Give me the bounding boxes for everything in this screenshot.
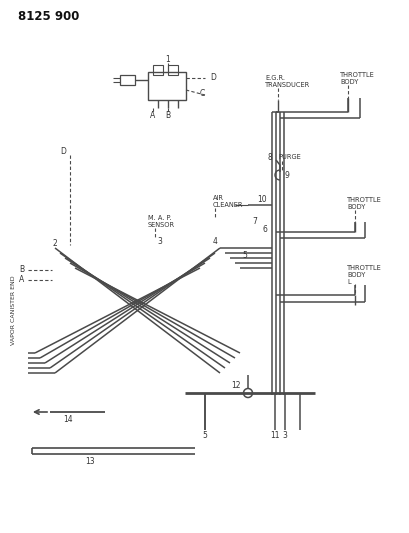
Text: D: D	[60, 148, 66, 157]
Text: 5: 5	[202, 432, 207, 440]
Text: 5: 5	[242, 251, 247, 260]
Text: 2: 2	[52, 238, 57, 247]
Text: AIR: AIR	[213, 195, 223, 201]
Text: L: L	[346, 279, 350, 285]
Text: THROTTLE: THROTTLE	[346, 265, 381, 271]
Text: 1: 1	[165, 55, 170, 64]
Text: BODY: BODY	[346, 272, 364, 278]
Text: PURGE: PURGE	[277, 154, 300, 160]
Text: TRANSDUCER: TRANSDUCER	[264, 82, 310, 88]
Text: C: C	[200, 88, 205, 98]
Bar	[168, 65, 178, 75]
Text: D: D	[209, 74, 216, 83]
Text: 3: 3	[157, 238, 162, 246]
Text: BODY: BODY	[346, 204, 364, 210]
Text: B: B	[19, 265, 24, 274]
Text: VAPOR CANISTER END: VAPOR CANISTER END	[11, 275, 16, 345]
Bar	[148, 72, 186, 100]
Text: THROTTLE: THROTTLE	[339, 72, 374, 78]
Text: SENSOR: SENSOR	[148, 222, 175, 228]
Text: CLEANER: CLEANER	[213, 202, 243, 208]
Text: 12: 12	[231, 381, 240, 390]
Text: 8125 900: 8125 900	[18, 10, 79, 22]
Text: 6: 6	[261, 225, 266, 235]
Text: 4: 4	[212, 238, 217, 246]
Bar	[120, 75, 135, 85]
Bar	[153, 65, 163, 75]
Text: 10: 10	[256, 196, 266, 205]
Text: 11: 11	[270, 432, 279, 440]
Text: 9: 9	[284, 171, 289, 180]
Text: 7: 7	[252, 217, 257, 227]
Text: M. A. P.: M. A. P.	[148, 215, 171, 221]
Text: A: A	[19, 276, 24, 285]
Text: 14: 14	[63, 416, 73, 424]
Text: B: B	[165, 110, 170, 119]
Text: 13: 13	[85, 457, 94, 466]
Text: 8: 8	[267, 154, 271, 163]
Text: BODY: BODY	[339, 79, 357, 85]
Text: THROTTLE: THROTTLE	[346, 197, 381, 203]
Text: A: A	[150, 110, 155, 119]
Text: E.G.R.: E.G.R.	[264, 75, 284, 81]
Text: 3: 3	[282, 432, 287, 440]
